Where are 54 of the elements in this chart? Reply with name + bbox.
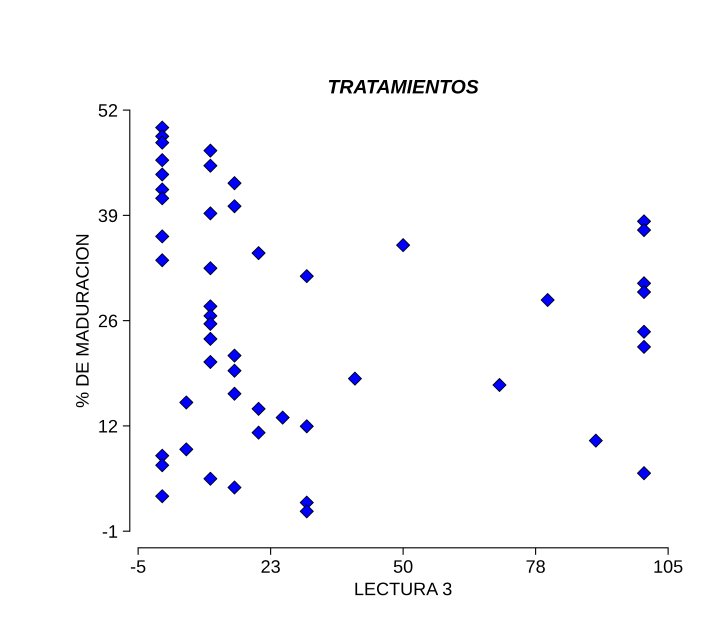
y-tick-label: 39 [98, 209, 118, 222]
point [227, 348, 242, 363]
point [155, 191, 170, 206]
point [252, 246, 266, 260]
point [252, 426, 266, 440]
point [227, 480, 242, 494]
point [203, 332, 218, 346]
point [227, 199, 242, 214]
point [155, 229, 170, 244]
chart-title: TRATAMIENTOS [328, 80, 479, 94]
x-tick-label: 23 [261, 560, 280, 573]
point [227, 386, 242, 401]
point [203, 158, 218, 173]
point [227, 364, 242, 378]
x-tick-label: 78 [526, 560, 545, 573]
point [588, 434, 603, 448]
point [155, 136, 170, 150]
y-axis-title: % DE MADURACION [76, 234, 89, 408]
point [540, 292, 555, 307]
point [155, 167, 170, 182]
x-tick-label: 105 [654, 560, 682, 573]
point [637, 285, 652, 300]
point [203, 261, 218, 276]
point [637, 340, 652, 354]
point [227, 176, 242, 190]
point [155, 489, 170, 504]
point [637, 324, 652, 339]
x-tick-label: 50 [394, 560, 412, 573]
point [155, 253, 170, 268]
point [179, 442, 194, 456]
point [179, 395, 194, 410]
point [155, 458, 170, 472]
point [203, 354, 218, 369]
point [637, 466, 652, 480]
point [252, 402, 266, 416]
point [203, 316, 218, 331]
y-tick-label: 52 [98, 104, 118, 117]
y-tick-label: -1 [102, 525, 118, 538]
x-tick-label: -5 [130, 560, 146, 573]
x-axis-title: LECTURA 3 [355, 582, 452, 596]
y-tick-label: 12 [99, 420, 118, 432]
point [300, 419, 314, 434]
point [492, 378, 506, 392]
point [396, 238, 410, 252]
point [203, 206, 218, 220]
point [300, 504, 314, 518]
point [203, 144, 218, 158]
point [348, 372, 362, 386]
point [637, 223, 652, 238]
point [276, 410, 290, 425]
y-tick-label: 26 [98, 314, 118, 328]
point [155, 153, 170, 168]
point [300, 269, 314, 284]
point [203, 472, 218, 486]
